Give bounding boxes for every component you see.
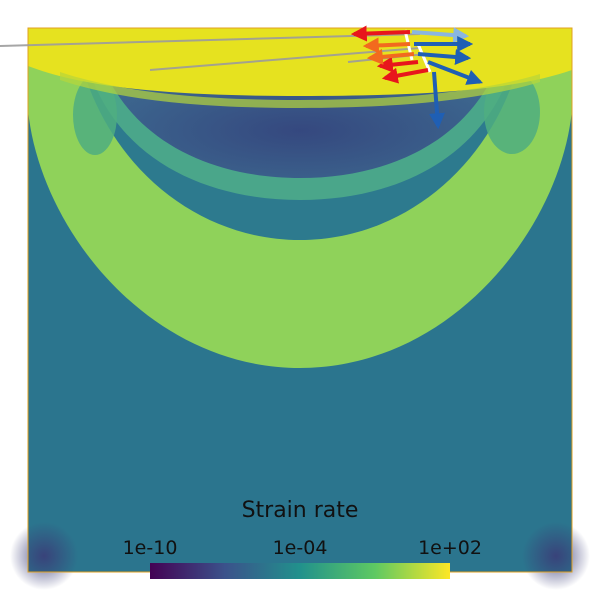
corner-bottom-left [10,522,78,590]
arrow-blue-2 [417,49,472,65]
corner-bottom-right [522,522,590,590]
colorbar-tick-mid: 1e-04 [272,537,328,559]
surface-transition [60,72,540,108]
left-lobe [73,75,117,155]
colorbar [150,563,450,579]
arrow-red-1 [350,25,411,42]
arrow-lblue-1 [411,27,470,44]
arrow-red-2 [376,56,419,73]
arrow-orange-1 [362,37,411,54]
colorbar-tick-max: 1e+02 [418,537,482,559]
trace-line-1 [0,33,421,47]
arrow-blue-3 [427,60,483,85]
velocity-arrows-red [350,25,429,84]
arrow-blue-4 [429,71,446,130]
arrow-red-3 [381,67,429,84]
colorbar-tick-min: 1e-10 [122,537,178,559]
velocity-arrows-lightblue [411,27,470,44]
velocity-arrows-orange [362,37,415,65]
velocity-arrows-blue [414,36,483,130]
arrow-orange-2 [366,48,415,65]
colorbar-title: Strain rate [241,498,359,523]
